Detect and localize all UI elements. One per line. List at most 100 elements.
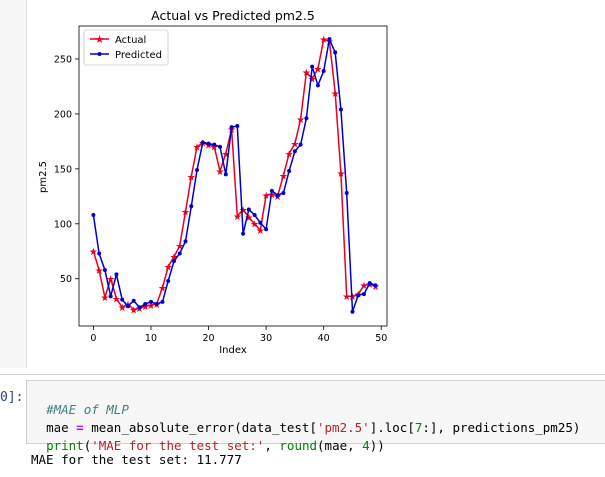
data-point-actual: ★ bbox=[216, 167, 225, 178]
data-point-actual: ★ bbox=[285, 149, 294, 160]
data-point-predicted bbox=[287, 169, 292, 174]
y-tick-label: 100 bbox=[54, 219, 72, 230]
data-point-actual: ★ bbox=[106, 275, 115, 286]
data-point-actual: ★ bbox=[290, 139, 299, 150]
legend-dot-predicted bbox=[97, 52, 102, 56]
data-point-predicted bbox=[292, 149, 297, 154]
data-point-predicted bbox=[281, 191, 286, 196]
data-point-predicted bbox=[264, 227, 269, 232]
data-point-predicted bbox=[275, 193, 280, 198]
code-token: round bbox=[279, 438, 318, 453]
legend-label-predicted: Predicted bbox=[115, 50, 162, 61]
data-point-actual: ★ bbox=[296, 115, 305, 126]
data-point-actual: ★ bbox=[308, 75, 317, 86]
data-point-predicted bbox=[114, 272, 119, 277]
y-tick-label: 50 bbox=[60, 274, 72, 285]
data-point-predicted bbox=[361, 292, 366, 297]
data-point-predicted bbox=[154, 302, 159, 307]
data-point-predicted bbox=[195, 167, 200, 172]
data-point-predicted bbox=[298, 142, 303, 147]
data-point-actual: ★ bbox=[256, 226, 265, 237]
data-point-actual: ★ bbox=[141, 302, 150, 313]
data-point-predicted bbox=[160, 299, 165, 304]
x-tick-label: 30 bbox=[260, 333, 272, 344]
code-token: :], predictions_pm25) bbox=[422, 420, 581, 435]
y-tick-label: 150 bbox=[54, 164, 72, 175]
data-point-predicted bbox=[338, 107, 343, 112]
data-point-predicted bbox=[143, 302, 148, 307]
y-axis-label: pm2.5 bbox=[38, 161, 49, 193]
data-point-predicted bbox=[344, 191, 349, 196]
code-token: , bbox=[264, 438, 280, 453]
data-point-actual: ★ bbox=[158, 283, 167, 294]
code-line-2[interactable]: mae = mean_absolute_error(data_test['pm2… bbox=[31, 405, 580, 435]
data-point-actual: ★ bbox=[164, 262, 173, 273]
data-point-actual: ★ bbox=[239, 205, 248, 216]
data-point-predicted bbox=[131, 298, 136, 303]
data-point-predicted bbox=[97, 251, 102, 256]
cell-divider bbox=[0, 374, 605, 375]
data-point-actual: ★ bbox=[89, 247, 98, 258]
data-point-actual: ★ bbox=[135, 304, 144, 315]
data-point-predicted bbox=[177, 251, 182, 256]
code-token: )) bbox=[369, 438, 385, 453]
data-point-actual: ★ bbox=[221, 149, 230, 160]
code-token: = bbox=[68, 420, 92, 435]
code-token: 'pm2.5' bbox=[317, 420, 370, 435]
x-tick-label: 50 bbox=[375, 333, 387, 344]
data-point-actual: ★ bbox=[204, 140, 213, 151]
data-point-actual: ★ bbox=[273, 192, 282, 203]
code-token: 7 bbox=[414, 420, 423, 435]
x-tick-label: 0 bbox=[90, 333, 96, 344]
data-point-predicted bbox=[310, 64, 315, 69]
x-tick-label: 40 bbox=[318, 333, 330, 344]
output-gutter bbox=[0, 0, 27, 368]
data-point-actual: ★ bbox=[302, 68, 311, 79]
plot-frame bbox=[78, 25, 388, 327]
data-point-actual: ★ bbox=[331, 89, 340, 100]
data-point-predicted bbox=[102, 267, 107, 272]
data-point-actual: ★ bbox=[112, 294, 121, 305]
series-line-actual bbox=[92, 38, 376, 311]
data-point-predicted bbox=[246, 207, 251, 212]
data-point-predicted bbox=[166, 278, 171, 283]
code-token: (mae, bbox=[317, 438, 363, 453]
data-point-predicted bbox=[367, 281, 372, 286]
data-point-predicted bbox=[356, 293, 361, 298]
data-point-actual: ★ bbox=[118, 303, 127, 314]
data-point-predicted bbox=[171, 259, 176, 264]
data-point-actual: ★ bbox=[319, 35, 328, 46]
data-point-actual: ★ bbox=[233, 212, 242, 223]
code-token: ( bbox=[83, 438, 92, 453]
data-point-actual: ★ bbox=[365, 280, 374, 291]
data-point-actual: ★ bbox=[336, 169, 345, 180]
data-point-actual: ★ bbox=[175, 242, 184, 253]
data-point-predicted bbox=[183, 239, 188, 244]
code-line-1[interactable]: #MAE of MLP bbox=[31, 387, 129, 417]
legend-label-actual: Actual bbox=[115, 35, 146, 46]
data-point-predicted bbox=[241, 231, 246, 236]
cell-prompt: 0]: bbox=[0, 390, 24, 405]
data-point-actual: ★ bbox=[170, 253, 179, 264]
chart-legend: ★ Actual Predicted bbox=[83, 29, 169, 66]
data-point-predicted bbox=[148, 299, 153, 304]
data-point-actual: ★ bbox=[244, 213, 253, 224]
code-line-3[interactable]: print('MAE for the test set:', round(mae… bbox=[31, 423, 385, 453]
data-point-actual: ★ bbox=[250, 220, 259, 231]
data-point-predicted bbox=[229, 125, 234, 130]
data-point-predicted bbox=[218, 144, 223, 149]
data-point-predicted bbox=[125, 304, 130, 309]
code-editor[interactable] bbox=[26, 380, 605, 444]
chart-output-cell: Actual vs Predicted pm2.5 0 10 20 30 40 50 50 1… bbox=[0, 0, 388, 368]
data-point-actual: ★ bbox=[187, 172, 196, 183]
data-point-predicted bbox=[252, 213, 257, 218]
code-token: mae bbox=[46, 420, 69, 435]
data-point-predicted bbox=[200, 140, 205, 145]
data-point-predicted bbox=[321, 69, 326, 74]
data-point-predicted bbox=[258, 220, 263, 225]
y-tick-label: 250 bbox=[54, 54, 72, 65]
data-point-predicted bbox=[223, 172, 228, 177]
data-point-actual: ★ bbox=[342, 292, 351, 303]
code-token: 4 bbox=[362, 438, 370, 453]
data-point-actual: ★ bbox=[279, 171, 288, 182]
